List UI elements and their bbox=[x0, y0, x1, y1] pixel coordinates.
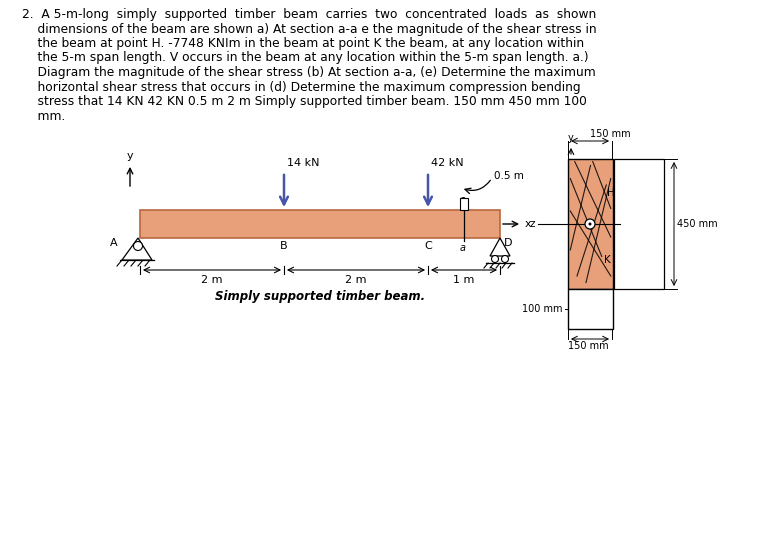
Text: 2 m: 2 m bbox=[345, 275, 367, 285]
Text: K: K bbox=[604, 255, 611, 265]
Text: 450 mm: 450 mm bbox=[677, 219, 717, 229]
Text: 42 kN: 42 kN bbox=[431, 158, 463, 168]
Text: 100 mm: 100 mm bbox=[522, 304, 563, 314]
Text: 2.  A 5-m-long  simply  supported  timber  beam  carries  two  concentrated  loa: 2. A 5-m-long simply supported timber be… bbox=[22, 8, 597, 21]
Text: Diagram the magnitude of the shear stress (b) At section a-a, (e) Determine the : Diagram the magnitude of the shear stres… bbox=[22, 66, 596, 79]
Text: x: x bbox=[525, 219, 532, 229]
Text: 1 m: 1 m bbox=[453, 275, 474, 285]
Circle shape bbox=[585, 219, 595, 229]
Circle shape bbox=[133, 241, 143, 250]
Text: C: C bbox=[424, 241, 432, 251]
Circle shape bbox=[502, 255, 509, 263]
Bar bbox=[568, 289, 613, 329]
Text: mm.: mm. bbox=[22, 109, 65, 122]
Text: B: B bbox=[280, 241, 288, 251]
Bar bbox=[140, 210, 500, 238]
Text: y: y bbox=[568, 133, 574, 143]
Polygon shape bbox=[122, 238, 152, 260]
Text: z: z bbox=[529, 219, 535, 229]
Text: stress that 14 KN 42 KN 0.5 m 2 m Simply supported timber beam. 150 mm 450 mm 10: stress that 14 KN 42 KN 0.5 m 2 m Simply… bbox=[22, 95, 587, 108]
Text: 0.5 m: 0.5 m bbox=[494, 171, 524, 181]
Text: D: D bbox=[504, 238, 513, 248]
Polygon shape bbox=[490, 238, 510, 256]
Text: 2 m: 2 m bbox=[201, 275, 223, 285]
Circle shape bbox=[589, 223, 591, 225]
Text: the beam at point H. -7748 KNIm in the beam at point K the beam, at any location: the beam at point H. -7748 KNIm in the b… bbox=[22, 37, 584, 50]
Text: H: H bbox=[607, 188, 615, 198]
Circle shape bbox=[492, 255, 499, 263]
Text: dimensions of the beam are shown a) At section a-a e the magnitude of the shear : dimensions of the beam are shown a) At s… bbox=[22, 22, 597, 35]
Bar bbox=[614, 159, 664, 289]
Text: Simply supported timber beam.: Simply supported timber beam. bbox=[215, 290, 425, 303]
Text: a: a bbox=[460, 243, 466, 253]
Bar bbox=[460, 198, 468, 210]
Text: 150 mm: 150 mm bbox=[590, 129, 630, 139]
Bar bbox=[568, 159, 613, 289]
Text: 14 kN: 14 kN bbox=[287, 158, 320, 168]
Text: A: A bbox=[111, 238, 118, 248]
Text: 150 mm: 150 mm bbox=[568, 341, 608, 351]
Text: a: a bbox=[460, 195, 466, 205]
Text: horizontal shear stress that occurs in (d) Determine the maximum compression ben: horizontal shear stress that occurs in (… bbox=[22, 81, 581, 93]
Text: y: y bbox=[127, 151, 133, 161]
Text: the 5-m span length. V occurs in the beam at any location within the 5-m span le: the 5-m span length. V occurs in the bea… bbox=[22, 51, 589, 65]
